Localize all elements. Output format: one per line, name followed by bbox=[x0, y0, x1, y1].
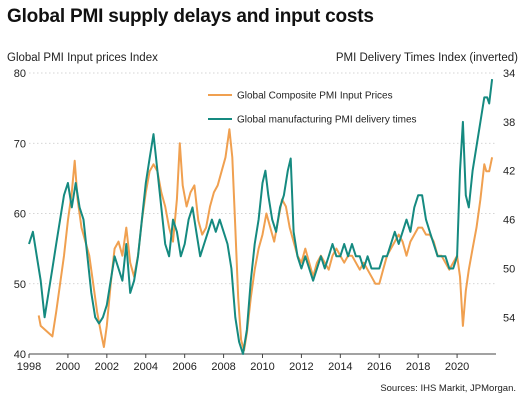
x-tick-label: 2006 bbox=[172, 361, 196, 373]
x-tick-label: 2014 bbox=[328, 361, 352, 373]
right-tick-label: 50 bbox=[503, 263, 515, 275]
chart-title: Global PMI supply delays and input costs bbox=[7, 6, 374, 27]
right-tick-label: 42 bbox=[503, 166, 515, 178]
right-tick-label: 54 bbox=[503, 312, 515, 324]
left-tick-label: 80 bbox=[14, 68, 26, 80]
right-tick-label: 34 bbox=[503, 68, 515, 80]
left-tick-label: 40 bbox=[14, 349, 26, 361]
right-tick-label: 38 bbox=[503, 117, 515, 129]
x-tick-label: 2012 bbox=[289, 361, 313, 373]
left-tick-label: 50 bbox=[14, 279, 26, 291]
left-axis-title: Global PMI Input prices Index bbox=[7, 52, 158, 64]
x-tick-label: 2002 bbox=[95, 361, 119, 373]
legend-label: Global manufacturing PMI delivery times bbox=[237, 115, 417, 126]
x-tick-label: 2016 bbox=[367, 361, 391, 373]
x-tick-label: 2018 bbox=[406, 361, 430, 373]
right-tick-label: 46 bbox=[503, 215, 515, 227]
legend-label: Global Composite PMI Input Prices bbox=[237, 91, 393, 102]
x-tick-label: 2008 bbox=[211, 361, 235, 373]
right-axis-title: PMI Delivery Times Index (inverted) bbox=[335, 52, 518, 64]
x-tick-label: 2004 bbox=[134, 361, 158, 373]
delivery-times-line bbox=[28, 78, 494, 355]
input-prices-line bbox=[37, 128, 494, 352]
x-tick-label: 2000 bbox=[56, 361, 80, 373]
x-tick-label: 2020 bbox=[445, 361, 469, 373]
x-tick-label: 1998 bbox=[17, 361, 41, 373]
left-tick-label: 60 bbox=[14, 209, 26, 221]
x-tick-label: 2010 bbox=[250, 361, 274, 373]
source-note: Sources: IHS Markit, JPMorgan. bbox=[380, 383, 516, 394]
left-tick-label: 70 bbox=[14, 138, 26, 150]
